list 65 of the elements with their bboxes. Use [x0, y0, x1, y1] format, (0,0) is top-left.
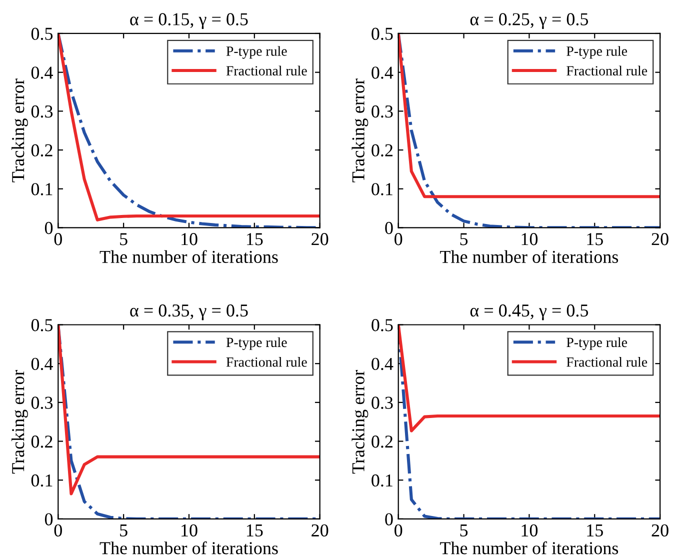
x-tick-label: 5 [460, 524, 468, 537]
y-axis-title: Tracking error [352, 370, 368, 474]
x-tick-label: 5 [120, 233, 128, 246]
legend-label: P-type rule [566, 46, 628, 59]
chart-title: α = 0.25, γ = 0.5 [470, 13, 588, 29]
x-axis-title: The number of iterations [440, 250, 618, 263]
x-tick-label: 15 [246, 233, 263, 246]
x-tick-label: 5 [120, 524, 128, 537]
x-tick-label: 0 [54, 233, 62, 246]
x-axis-title: The number of iterations [100, 250, 278, 263]
y-axis-title: Tracking error [352, 78, 368, 182]
y-tick-label: 0 [44, 222, 53, 234]
x-axis-title: The number of iterations [100, 541, 278, 554]
y-axis-title: Tracking error [12, 78, 28, 182]
x-tick-label: 0 [54, 524, 62, 537]
y-tick-label: 0.1 [31, 474, 52, 487]
y-tick-label: 0.4 [372, 358, 394, 370]
y-tick-label: 0.1 [372, 474, 392, 487]
y-tick-label: 0.5 [372, 319, 393, 332]
y-tick-label: 0.2 [31, 144, 52, 157]
y-tick-label: 0.2 [372, 436, 392, 448]
x-tick-label: 10 [522, 524, 538, 537]
legend-label: Fractional rule [226, 66, 307, 76]
y-tick-label: 0 [385, 222, 393, 234]
x-tick-label: 10 [522, 233, 538, 246]
legend-label: P-type rule [226, 337, 287, 350]
y-axis-title: Tracking error [12, 370, 28, 474]
y-tick-label: 0.4 [31, 66, 53, 79]
y-tick-label: 0.3 [31, 105, 53, 118]
legend-label: P-type rule [226, 46, 287, 59]
chart-title: α = 0.35, γ = 0.5 [130, 304, 248, 320]
legend-label: Fractional rule [226, 357, 307, 367]
y-tick-label: 0.1 [372, 183, 392, 196]
chart-title: α = 0.15, γ = 0.5 [130, 13, 248, 29]
line-series [398, 33, 660, 228]
y-tick-label: 0.5 [372, 28, 393, 40]
x-axis-title: The number of iterations [440, 541, 618, 554]
x-tick-label: 20 [312, 524, 328, 537]
y-tick-label: 0.5 [31, 319, 53, 332]
y-tick-label: 0.1 [31, 183, 52, 196]
y-tick-label: 0.5 [31, 28, 53, 40]
x-tick-label: 20 [652, 524, 668, 537]
y-tick-label: 0.3 [372, 105, 393, 118]
x-tick-label: 15 [246, 524, 263, 537]
y-tick-label: 0.3 [31, 396, 53, 409]
y-tick-label: 0.2 [31, 436, 52, 448]
y-tick-label: 0.3 [372, 396, 393, 409]
x-tick-label: 20 [652, 233, 668, 246]
x-tick-label: 15 [587, 524, 603, 537]
y-tick-label: 0 [385, 513, 393, 526]
x-tick-label: 0 [394, 524, 402, 537]
x-tick-label: 0 [394, 233, 402, 246]
x-tick-label: 15 [587, 233, 603, 246]
legend-label: P-type rule [566, 337, 628, 350]
x-tick-label: 10 [182, 524, 198, 537]
y-tick-label: 0.4 [31, 358, 53, 370]
y-tick-label: 0 [44, 513, 53, 526]
chart-title: α = 0.45, γ = 0.5 [470, 304, 588, 320]
legend-label: Fractional rule [566, 66, 648, 76]
legend-label: Fractional rule [566, 357, 648, 367]
x-tick-label: 20 [312, 233, 328, 246]
y-tick-label: 0.2 [372, 144, 392, 157]
x-tick-label: 10 [182, 233, 198, 246]
x-tick-label: 5 [460, 233, 468, 246]
y-tick-label: 0.4 [372, 66, 394, 79]
